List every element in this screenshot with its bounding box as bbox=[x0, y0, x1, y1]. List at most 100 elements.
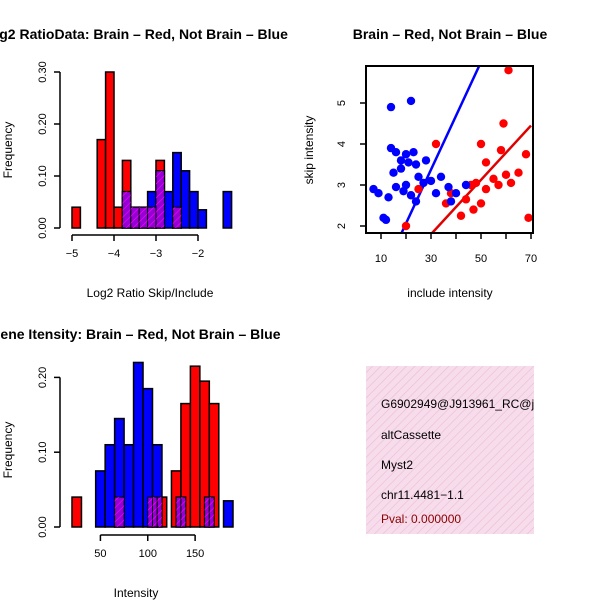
scatter-blue-point bbox=[411, 197, 421, 206]
ratio-histogram-x-tick-label: −5 bbox=[66, 248, 79, 260]
scatter-plot-area bbox=[369, 66, 533, 233]
scatter-x-tick-label: 70 bbox=[525, 253, 537, 265]
ratio-histogram-title: Log2 RatioData: Brain – Red, Not Brain –… bbox=[0, 26, 288, 42]
ratio-histogram-y-tick-label: 0.00 bbox=[37, 217, 49, 238]
scatter-red-point bbox=[401, 221, 411, 231]
ratio-histogram-blue-bar bbox=[163, 190, 174, 229]
scatter-red-point bbox=[481, 158, 491, 167]
ratio-histogram-red-bar bbox=[104, 71, 115, 229]
scatter-x-tick-label: 50 bbox=[475, 253, 487, 265]
ratio-histogram-bars bbox=[71, 71, 233, 229]
scatter-xlabel: include intensity bbox=[407, 286, 492, 300]
scatter-y-tick-label: 2 bbox=[336, 223, 348, 229]
scatter-red-point bbox=[414, 184, 423, 194]
scatter-red-point bbox=[506, 178, 516, 188]
scatter-red-point bbox=[504, 66, 513, 75]
scatter-blue-point bbox=[409, 148, 418, 157]
scatter-red-fit-line bbox=[430, 124, 532, 233]
scatter-y-tick-label: 4 bbox=[336, 141, 348, 147]
ratio-histogram-red-bar bbox=[96, 138, 107, 229]
intensity-histogram: Gene Itensity: Brain – Red, Not Brain – … bbox=[0, 326, 281, 600]
scatter-blue-point bbox=[421, 156, 431, 165]
ratio-histogram-blue-bar bbox=[197, 209, 208, 229]
scatter-blue-point bbox=[411, 160, 421, 169]
ratio-histogram-y-tick-label: 0.10 bbox=[37, 165, 49, 186]
ratio-histogram-blue-bar bbox=[180, 170, 191, 229]
ratio-histogram-overlap-hatch bbox=[122, 191, 131, 228]
scatter-red-point bbox=[481, 184, 491, 194]
scatter-x-tick-label: 10 bbox=[375, 253, 387, 265]
scatter-blue-point bbox=[401, 150, 411, 159]
intensity-histogram-blue-bar bbox=[222, 500, 234, 528]
ratio-histogram-x-tick-label: −4 bbox=[108, 248, 121, 260]
intensity-histogram-blue-bar bbox=[104, 443, 116, 528]
scatter-title: Brain – Red, Not Brain – Blue bbox=[353, 26, 548, 42]
ratio-histogram-y-tick-label: 0.20 bbox=[37, 113, 49, 134]
scatter-blue-point bbox=[431, 189, 441, 198]
scatter-red-point bbox=[431, 139, 441, 149]
scatter-blue-point bbox=[406, 191, 416, 200]
intensity-histogram-overlap-hatch bbox=[114, 497, 125, 527]
scatter-red-point bbox=[524, 213, 533, 222]
scatter-y-tick-label: 5 bbox=[336, 100, 348, 106]
ratio-histogram-ylabel: Frequency bbox=[1, 122, 15, 179]
ratio-histogram-overlap-hatch bbox=[139, 207, 148, 228]
scatter-red-point bbox=[461, 195, 471, 204]
scatter-red-point bbox=[521, 150, 531, 159]
scatter-plot: Brain – Red, Not Brain – Blue include in… bbox=[302, 26, 547, 300]
intensity-histogram-xlabel: Intensity bbox=[114, 586, 159, 600]
scatter-red-point bbox=[489, 174, 498, 184]
intensity-histogram-x-tick-label: 150 bbox=[186, 548, 204, 560]
scatter-red-point bbox=[476, 199, 486, 208]
scatter-y-tick-label: 3 bbox=[336, 182, 348, 188]
intensity-histogram-overlap-hatch bbox=[180, 497, 186, 527]
intensity-histogram-overlap-hatch bbox=[157, 497, 162, 527]
intensity-histogram-ylabel: Frequency bbox=[1, 422, 15, 479]
ratio-histogram-x-tick-label: −3 bbox=[150, 248, 163, 260]
intensity-histogram-x-tick-label: 100 bbox=[139, 548, 157, 560]
scatter-red-point bbox=[471, 178, 481, 188]
intensity-histogram-overlap-hatch bbox=[152, 497, 158, 527]
scatter-blue-point bbox=[419, 178, 428, 188]
scatter-blue-point bbox=[414, 172, 423, 181]
scatter-red-point bbox=[499, 119, 508, 128]
info-panel-background bbox=[366, 366, 534, 534]
scatter-blue-point bbox=[406, 96, 416, 106]
intensity-histogram-x-tick-label: 50 bbox=[94, 548, 106, 560]
ratio-histogram-overlap-hatch bbox=[156, 170, 165, 228]
scatter-ylabel: skip intensity bbox=[302, 116, 316, 185]
scatter-blue-point bbox=[436, 172, 446, 181]
info-panel: G6902949@J913961_RC@j_at altCassette Mys… bbox=[366, 366, 551, 534]
scatter-blue-point bbox=[374, 189, 383, 198]
scatter-axes: 10 30 50 70 2 3 4 5 bbox=[336, 100, 537, 265]
intensity-histogram-overlap-hatch bbox=[147, 497, 153, 527]
intensity-histogram-red-bar bbox=[189, 365, 201, 528]
genomic-location: chr11.4481−1.1 bbox=[381, 488, 464, 502]
scatter-blue-point bbox=[396, 164, 406, 173]
intensity-histogram-overlap-hatch bbox=[176, 497, 181, 527]
probe-id: G6902949@J913961_RC@j_at bbox=[381, 397, 551, 411]
scatter-red-point bbox=[456, 211, 466, 220]
gene-name: Myst2 bbox=[381, 458, 413, 472]
ratio-histogram-axes: −5 −4 −3 −2 0.00 0.10 0.20 0.30 bbox=[37, 61, 204, 260]
ratio-histogram-blue-bar bbox=[222, 190, 233, 229]
scatter-frame bbox=[365, 65, 534, 234]
ratio-histogram-overlap-hatch bbox=[172, 207, 182, 228]
scatter-blue-point bbox=[444, 182, 453, 192]
scatter-blue-point bbox=[386, 102, 396, 112]
scatter-blue-point bbox=[384, 193, 393, 202]
scatter-blue-point bbox=[401, 180, 411, 190]
intensity-histogram-overlap-hatch bbox=[209, 497, 215, 527]
scatter-blue-point bbox=[461, 180, 471, 190]
ratio-histogram: Log2 RatioData: Brain – Red, Not Brain –… bbox=[0, 26, 288, 300]
ratio-histogram-blue-bar bbox=[188, 190, 199, 229]
intensity-histogram-axes: 50 100 150 0.00 0.10 0.20 bbox=[37, 367, 204, 560]
intensity-histogram-y-tick-label: 0.10 bbox=[37, 441, 49, 462]
scatter-blue-point bbox=[426, 176, 436, 186]
scatter-red-point bbox=[494, 180, 503, 190]
ratio-histogram-y-tick-label: 0.30 bbox=[37, 61, 49, 82]
p-value: Pval: 0.000000 bbox=[381, 512, 461, 526]
intensity-histogram-title: Gene Itensity: Brain – Red, Not Brain – … bbox=[0, 326, 281, 342]
ratio-histogram-overlap-hatch bbox=[130, 207, 140, 228]
